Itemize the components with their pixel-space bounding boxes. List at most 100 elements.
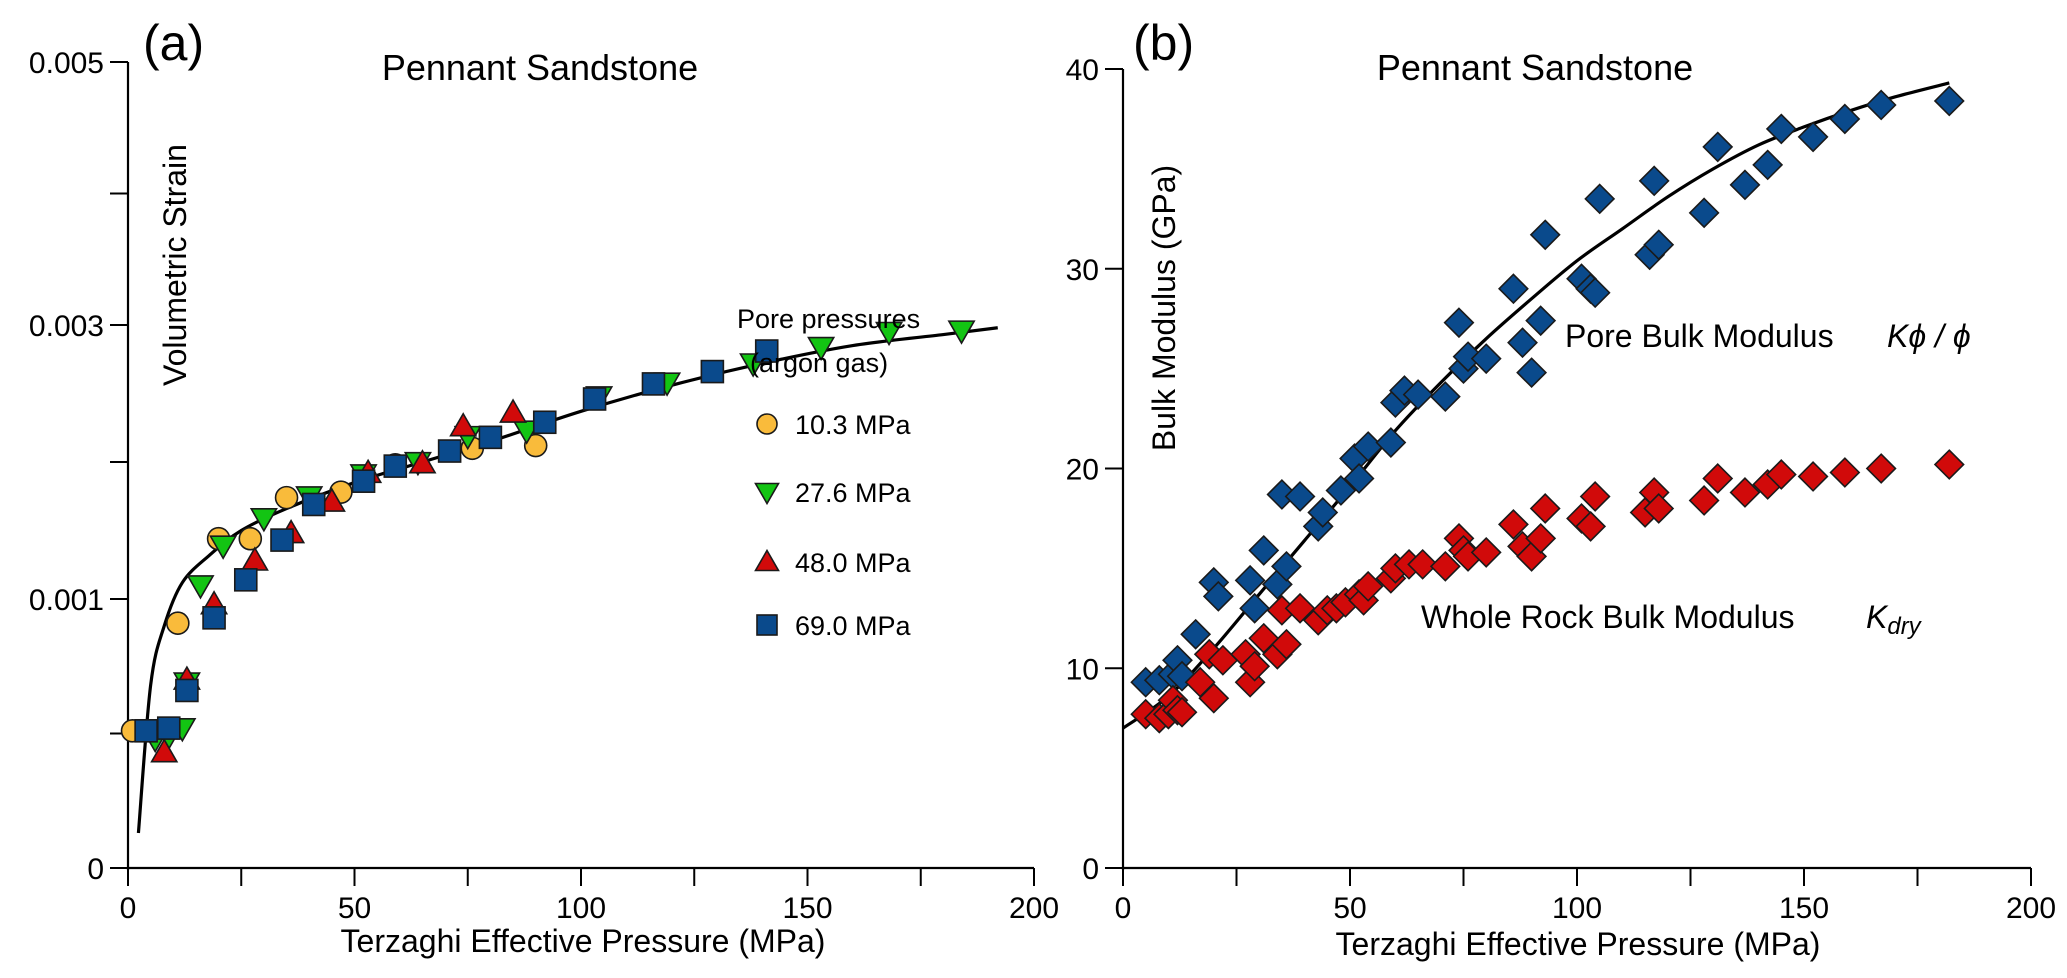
data-point [1180, 618, 1212, 650]
data-point [134, 719, 158, 743]
data-point [437, 439, 462, 463]
data-point [238, 526, 263, 551]
legend-title-line1: Pore pressures [737, 304, 920, 334]
data-point [1239, 592, 1271, 624]
data-point [1407, 548, 1439, 580]
data-point [1933, 85, 1965, 117]
data-point [478, 425, 503, 450]
panel-b-label: (b) [1133, 15, 1194, 71]
data-point [1525, 305, 1557, 337]
data-point [1166, 696, 1198, 728]
y-tick-label: 10 [1066, 653, 1099, 686]
data-point [1688, 197, 1720, 229]
data-point [1470, 536, 1502, 568]
data-point [1525, 522, 1557, 554]
x-tick-label: 100 [556, 892, 606, 925]
series-whole-rock-bulk-modulus [1130, 449, 1965, 734]
x-tick-label: 100 [1552, 892, 1602, 925]
legend-label: 27.6 MPa [795, 478, 912, 508]
data-point [1865, 89, 1897, 121]
data-point [875, 321, 904, 347]
y-tick-label: 0.005 [29, 47, 104, 80]
panel-b-title: Pennant Sandstone [1377, 47, 1693, 88]
legend-item: 69.0 MPa [756, 611, 912, 641]
data-point [274, 485, 299, 510]
data-point [1202, 580, 1234, 612]
data-point [1579, 277, 1611, 309]
kdry-main: K [1866, 599, 1889, 635]
data-point [1729, 169, 1761, 201]
annotation-whole-rock-text: Whole Rock Bulk Modulus [1421, 599, 1794, 635]
data-point [641, 372, 666, 396]
data-point [175, 678, 199, 703]
data-point [1284, 481, 1316, 512]
data-point [1429, 550, 1461, 582]
panel-b: (b) Pennant Sandstone Bulk Modulus (GPa)… [1066, 15, 2056, 962]
legend-label: 69.0 MPa [795, 611, 912, 641]
data-point [351, 469, 376, 493]
data-point [807, 336, 836, 362]
data-point [1729, 477, 1761, 508]
series-triangle-down [141, 320, 976, 754]
panel-a-axes: 0 50 100 150 200 0 0.001 0.003 0.005 [29, 47, 1059, 925]
annotation-pore-text: Pore Bulk Modulus [1565, 318, 1834, 354]
data-point [1470, 343, 1502, 375]
data-point [1688, 485, 1720, 516]
data-point [1752, 149, 1784, 181]
data-point [1234, 564, 1266, 596]
data-point [1352, 570, 1384, 602]
panel-a-label: (a) [143, 15, 204, 71]
fit-curve [1122, 81, 1950, 730]
x-tick-label: 50 [1333, 892, 1366, 925]
y-tick-label: 0.001 [29, 584, 104, 617]
data-point [1507, 327, 1538, 359]
data-point [1375, 427, 1407, 458]
data-point [249, 508, 278, 533]
data-point [233, 568, 258, 592]
legend-marker-triangle-down [754, 482, 780, 506]
data-point [1325, 475, 1357, 506]
data-point [1638, 165, 1670, 197]
legend-label: 10.3 MPa [795, 410, 912, 440]
fit-curve [136, 326, 998, 834]
panel-b-points [1130, 85, 1965, 734]
data-point [186, 575, 215, 600]
y-tick-label: 20 [1066, 454, 1099, 487]
panel-a-xlabel: Terzaghi Effective Pressure (MPa) [341, 923, 826, 959]
data-point [156, 716, 181, 740]
data-point [408, 449, 437, 474]
data-point [1271, 628, 1302, 660]
series-pore-bulk-modulus [1130, 85, 1965, 698]
data-point [1865, 453, 1897, 484]
legend-title-line2: (argon gas) [750, 348, 888, 378]
kdry-sub: dry [1887, 613, 1922, 640]
legend-label: 48.0 MPa [795, 548, 912, 578]
data-point [1284, 592, 1316, 624]
x-tick-label: 150 [782, 892, 832, 925]
data-point [947, 320, 976, 345]
data-point [1702, 463, 1734, 494]
data-point [1198, 682, 1230, 714]
legend-marker-circle [756, 413, 778, 435]
data-point [1797, 121, 1829, 153]
data-point [1643, 229, 1675, 261]
data-point [1765, 113, 1797, 145]
data-point [301, 492, 326, 517]
panel-b-ylabel: Bulk Modulus (GPa) [1146, 165, 1182, 451]
data-point [150, 738, 179, 763]
series-square [134, 339, 779, 743]
panel-b-xlabel: Terzaghi Effective Pressure (MPa) [1336, 926, 1821, 962]
y-tick-label: 30 [1066, 254, 1099, 287]
annotation-kdry-symbol: Kdry [1866, 599, 1923, 640]
annotation-whole-rock-bulk-modulus: Whole Rock Bulk Modulus Kdry [1421, 599, 1923, 640]
data-point [1797, 461, 1829, 492]
data-point [240, 546, 269, 571]
data-point [1765, 459, 1797, 490]
data-point [166, 611, 190, 636]
x-tick-label: 50 [338, 892, 371, 925]
x-tick-label: 0 [120, 892, 137, 925]
data-point [532, 410, 557, 435]
panel-b-fit-curve-group [1122, 81, 1950, 730]
data-point [1702, 131, 1734, 163]
